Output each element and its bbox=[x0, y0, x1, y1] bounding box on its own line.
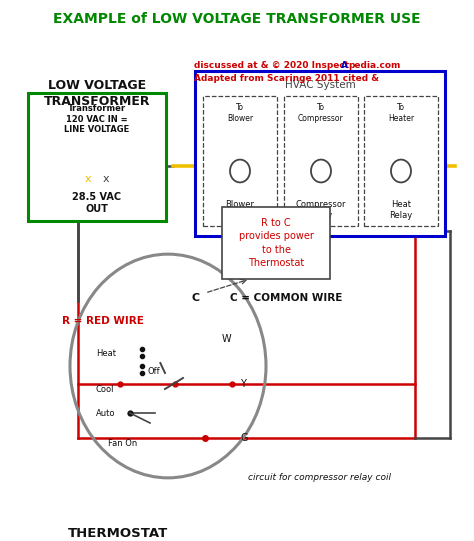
Text: To
Blower: To Blower bbox=[227, 103, 253, 123]
FancyBboxPatch shape bbox=[195, 71, 445, 236]
Text: Auto: Auto bbox=[96, 408, 116, 418]
FancyBboxPatch shape bbox=[28, 93, 166, 221]
Text: C = COMMON WIRE: C = COMMON WIRE bbox=[230, 293, 342, 303]
Text: Transformer
120 VAC IN =
LINE VOLTAGE: Transformer 120 VAC IN = LINE VOLTAGE bbox=[64, 104, 129, 134]
Text: Cool: Cool bbox=[96, 385, 115, 393]
Text: W: W bbox=[222, 334, 232, 344]
Text: 28.5 VAC
OUT: 28.5 VAC OUT bbox=[73, 192, 121, 214]
Text: EXAMPLE of LOW VOLTAGE TRANSFORMER USE: EXAMPLE of LOW VOLTAGE TRANSFORMER USE bbox=[53, 12, 421, 26]
FancyBboxPatch shape bbox=[364, 96, 438, 226]
Text: HVAC System: HVAC System bbox=[284, 80, 356, 90]
FancyBboxPatch shape bbox=[222, 207, 330, 279]
Text: Compressor
Relay: Compressor Relay bbox=[296, 200, 346, 220]
FancyBboxPatch shape bbox=[203, 96, 277, 226]
Text: Fan On: Fan On bbox=[108, 439, 137, 448]
Text: To
Compressor: To Compressor bbox=[298, 103, 344, 123]
Text: THERMOSTAT: THERMOSTAT bbox=[68, 527, 168, 540]
Text: pedia.com: pedia.com bbox=[348, 61, 401, 70]
Text: Y: Y bbox=[240, 379, 246, 389]
Text: G: G bbox=[240, 433, 247, 443]
Text: Adapted from Scaringe 2011 cited &: Adapted from Scaringe 2011 cited & bbox=[194, 74, 379, 83]
Text: discussed at & © 2020 Inspect: discussed at & © 2020 Inspect bbox=[194, 61, 349, 70]
Text: Off: Off bbox=[148, 366, 161, 375]
Text: x: x bbox=[103, 174, 109, 184]
Text: R = RED WIRE: R = RED WIRE bbox=[62, 316, 144, 326]
Text: circuit for compressor relay coil: circuit for compressor relay coil bbox=[248, 473, 392, 482]
Text: x: x bbox=[85, 174, 91, 184]
Text: Blower
Relay: Blower Relay bbox=[226, 200, 255, 220]
FancyBboxPatch shape bbox=[284, 96, 358, 226]
Text: C: C bbox=[192, 293, 200, 303]
Text: To
Heater: To Heater bbox=[388, 103, 414, 123]
Text: LOW VOLTAGE
TRANSFORMER: LOW VOLTAGE TRANSFORMER bbox=[44, 79, 150, 108]
Text: Heat
Relay: Heat Relay bbox=[389, 200, 413, 220]
Text: Heat: Heat bbox=[96, 349, 116, 359]
Text: A: A bbox=[341, 61, 348, 70]
Text: R to C
provides power
to the
Thermostat: R to C provides power to the Thermostat bbox=[238, 218, 313, 268]
